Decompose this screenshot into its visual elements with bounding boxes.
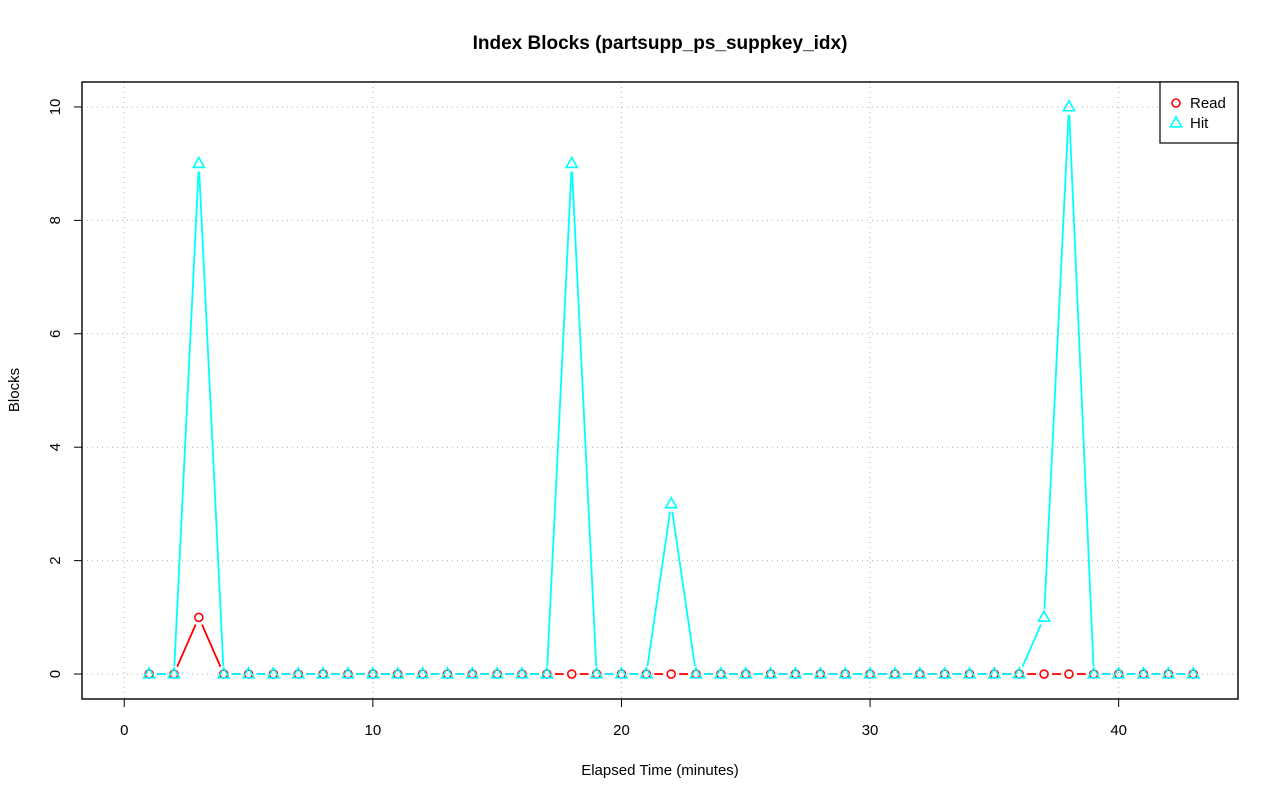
read-point — [194, 612, 204, 623]
hit-point — [1086, 666, 1101, 679]
hit-point — [291, 666, 306, 679]
legend-label-hit: Hit — [1190, 115, 1209, 132]
y-axis: 0 2 4 6 8 10 — [47, 99, 83, 678]
legend-marker-hit — [1169, 115, 1183, 128]
hit-line-segment — [1068, 114, 1095, 667]
y-tick-label: 10 — [47, 99, 64, 116]
legend-item-hit: Hit — [1169, 115, 1209, 132]
hit-point — [639, 666, 654, 679]
hit-point — [440, 666, 455, 679]
hit-point — [167, 666, 181, 679]
series-hit — [142, 99, 1201, 679]
hit-point — [515, 666, 529, 679]
hit-point — [738, 666, 753, 679]
hit-point — [714, 666, 728, 679]
hit-point — [1111, 666, 1126, 679]
hit-point — [664, 496, 679, 509]
hit-point — [241, 666, 256, 679]
hit-line-segment — [198, 171, 225, 667]
x-axis-label: Elapsed Time (minutes) — [581, 762, 739, 779]
grid — [82, 82, 1238, 699]
hit-point — [1186, 666, 1201, 679]
x-axis: 0 10 20 30 40 — [120, 698, 1127, 739]
x-tick-label: 20 — [613, 722, 630, 739]
hit-point — [1161, 666, 1176, 679]
hit-point — [912, 666, 927, 679]
hit-line-segment — [173, 171, 200, 667]
hit-point — [788, 666, 803, 679]
hit-point — [987, 666, 1002, 679]
hit-line-segment — [571, 171, 598, 667]
hit-line-segment — [671, 511, 696, 667]
hit-point — [937, 666, 952, 679]
plot-frame — [81, 81, 1239, 700]
hit-point — [1062, 99, 1076, 112]
hit-point — [341, 666, 355, 679]
hit-point — [490, 666, 505, 679]
series-layer — [142, 99, 1201, 679]
hit-point — [813, 666, 828, 679]
legend-item-read: Read — [1171, 95, 1226, 112]
hit-point — [589, 666, 604, 679]
x-tick-label: 30 — [862, 722, 879, 739]
hit-point — [216, 666, 231, 679]
hit-point — [689, 666, 703, 679]
read-point — [566, 669, 577, 679]
hit-point — [465, 666, 480, 679]
legend-label-read: Read — [1190, 95, 1226, 112]
legend-box — [1159, 81, 1239, 144]
hit-point — [888, 666, 902, 679]
y-tick-label: 0 — [47, 670, 64, 678]
read-point — [1039, 669, 1049, 679]
hit-point — [540, 666, 554, 679]
x-tick-label: 40 — [1110, 722, 1127, 739]
y-axis-label: Blocks — [6, 368, 23, 412]
hit-point — [191, 155, 206, 169]
hit-point — [390, 666, 405, 679]
hit-point — [266, 666, 281, 679]
y-tick-label: 2 — [47, 556, 64, 564]
hit-point — [316, 666, 330, 679]
y-tick-label: 4 — [47, 443, 64, 451]
hit-point — [366, 666, 380, 679]
read-line-segment — [201, 624, 222, 668]
hit-point — [863, 666, 877, 679]
hit-point — [614, 666, 629, 679]
series-read — [144, 612, 1199, 679]
chart-title: Index Blocks (partsupp_ps_suppkey_idx) — [473, 33, 848, 54]
hit-point — [763, 666, 778, 679]
hit-line-segment — [1043, 114, 1070, 610]
read-line-segment — [176, 624, 197, 668]
x-tick-label: 10 — [365, 722, 382, 739]
x-tick-label: 0 — [120, 722, 128, 739]
y-tick-label: 6 — [47, 330, 64, 338]
read-point — [1064, 669, 1074, 679]
hit-point — [1037, 609, 1051, 622]
hit-point — [142, 666, 156, 679]
hit-line-segment — [546, 171, 573, 667]
y-tick-label: 8 — [47, 216, 64, 224]
legend-marker-read — [1171, 98, 1181, 108]
hit-line-segment — [1021, 624, 1042, 668]
legend: Read Hit — [1159, 81, 1239, 144]
hit-point — [564, 155, 579, 169]
read-point — [666, 669, 676, 679]
hit-point — [415, 666, 430, 679]
hit-point — [962, 666, 977, 679]
hit-point — [838, 666, 853, 679]
hit-point — [1136, 666, 1151, 679]
hit-line-segment — [646, 511, 671, 667]
hit-point — [1012, 666, 1027, 679]
